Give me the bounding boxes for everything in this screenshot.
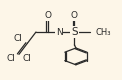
Text: Cl: Cl [7,54,15,63]
Text: CH₃: CH₃ [96,28,111,36]
Text: Cl: Cl [22,54,31,63]
Text: Cl: Cl [14,34,23,43]
Text: O: O [45,11,52,20]
Text: S: S [71,27,78,37]
Text: N: N [56,28,63,36]
Text: O: O [71,11,78,20]
